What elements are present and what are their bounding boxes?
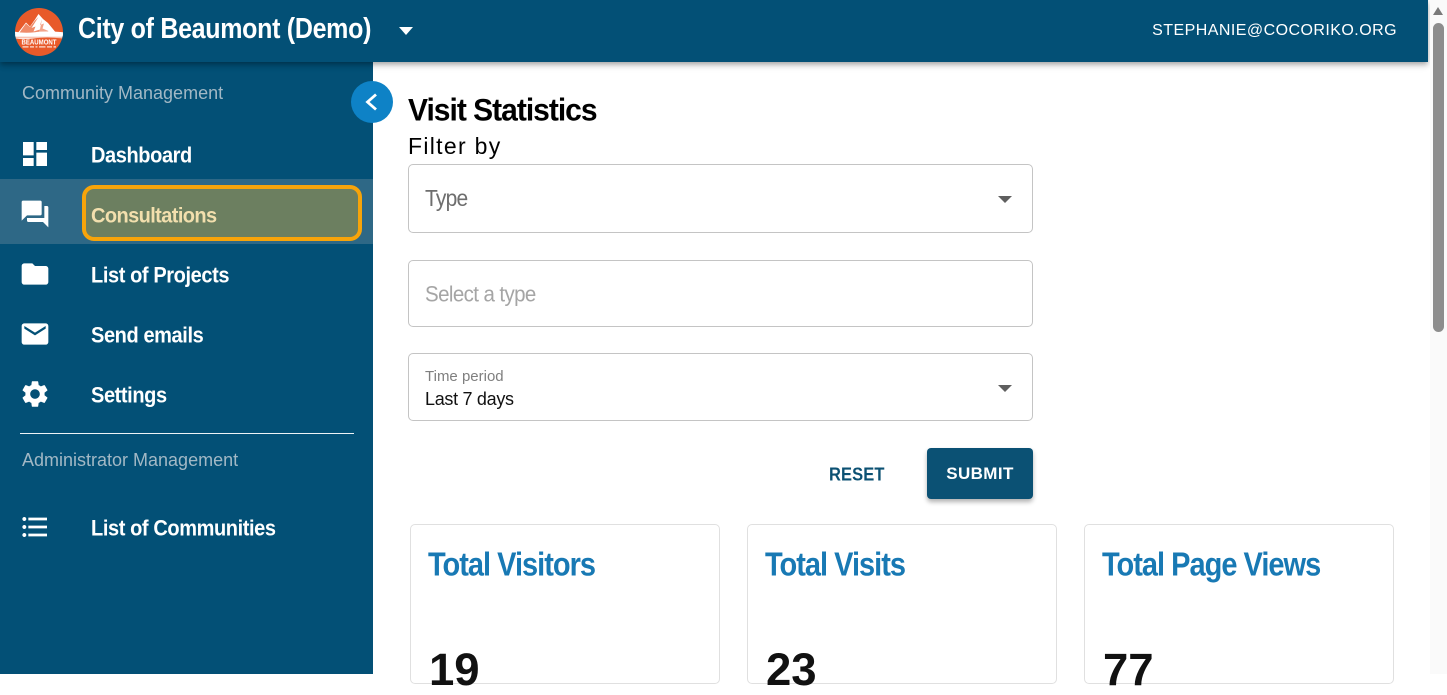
svg-text:BEAUMONT: BEAUMONT	[22, 39, 58, 46]
